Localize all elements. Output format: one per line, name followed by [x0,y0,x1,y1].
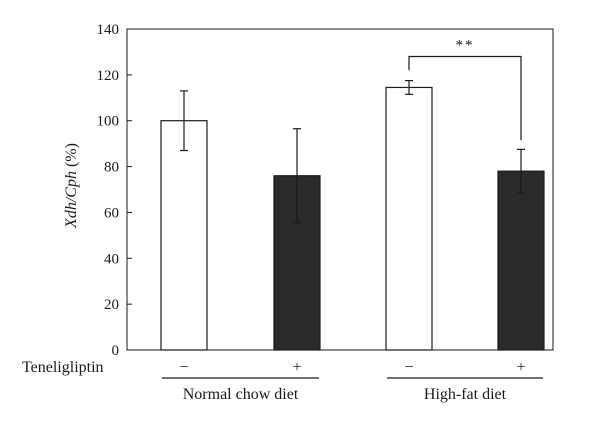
y-tick-label-80: 80 [104,160,119,176]
group-label-1: High-fat diet [424,386,507,403]
y-tick-label-40: 40 [104,251,119,267]
error-bar-3 [517,148,525,194]
significance-label-0: ** [456,38,475,54]
error-bar-2 [405,79,413,95]
error-bars [180,79,525,224]
chart-axes [126,28,554,351]
category-label-2: − [404,359,413,376]
bar-2 [385,86,433,351]
error-bar-0 [180,90,188,152]
y-tick-label-120: 120 [97,68,120,84]
category-label-1: + [292,359,301,376]
category-label-3: + [516,359,525,376]
bars [160,86,545,351]
y-axis-label-main: Xdh/Cph [63,171,80,229]
y-tick-label-140: 140 [97,22,120,38]
y-axis-label: Xdh/Cph (%) [63,143,80,229]
y-tick-label-0: 0 [112,343,120,359]
y-tick-label-60: 60 [104,205,119,221]
bar-0 [160,120,208,351]
significance-bracket: ** [408,38,522,141]
y-axis-ticks: 0 20 40 60 80 100 120 140 [97,22,132,359]
bar-3 [497,170,545,351]
significance-line-0 [408,55,522,141]
treatment-row-label: Teneligliptin [22,359,104,376]
category-label-0: − [179,359,188,376]
plot-frame [126,28,554,351]
y-axis-label-unit: (%) [63,143,80,171]
y-tick-label-20: 20 [104,297,119,313]
y-tick-label-100: 100 [97,114,120,130]
error-bar-1 [293,128,301,224]
x-axis-labels: − + − + Normal chow diet High-fat diet [162,359,543,403]
group-label-0: Normal chow diet [183,386,299,403]
